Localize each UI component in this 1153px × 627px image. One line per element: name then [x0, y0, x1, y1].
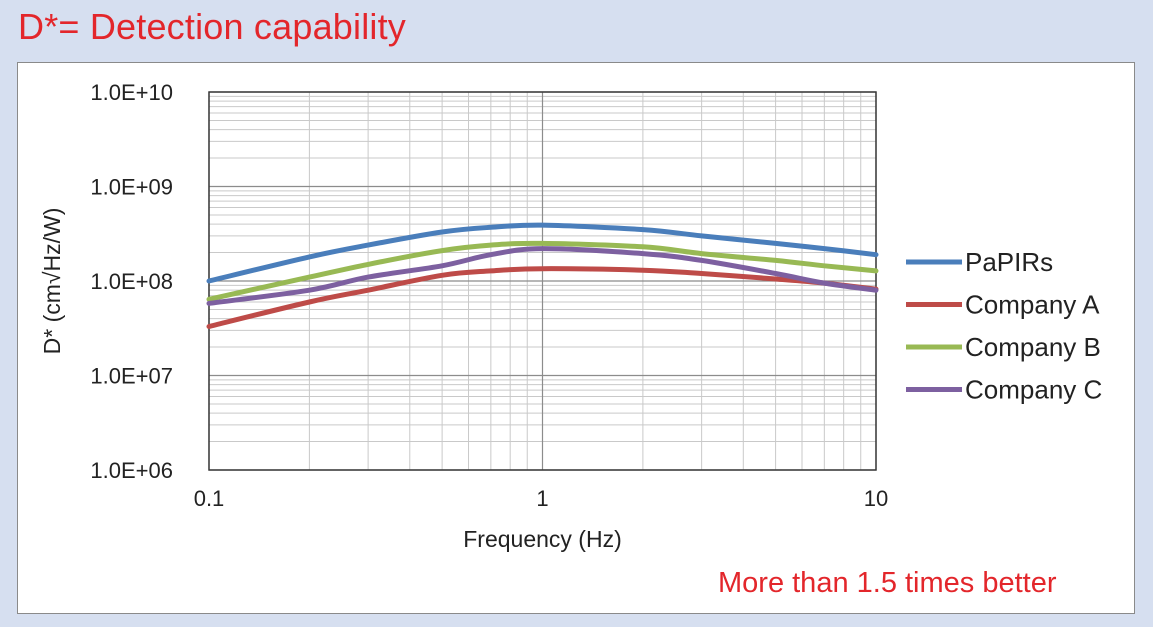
x-axis-label: Frequency (Hz) — [463, 526, 621, 552]
series-line-company-b — [206, 240, 879, 302]
y-tick-label: 1.0E+07 — [90, 364, 173, 389]
series-line-papirs — [206, 222, 879, 284]
x-tick-label: 10 — [864, 486, 888, 511]
legend: PaPIRs Company A Company B Company C — [906, 247, 1102, 405]
series-line-company-c — [206, 246, 879, 306]
series-line-company-a — [206, 266, 879, 329]
y-tick-label: 1.0E+09 — [90, 175, 173, 200]
legend-label: Company A — [965, 290, 1100, 320]
y-axis-label: D* (cm√Hz/W) — [39, 208, 65, 355]
y-tick-label: 1.0E+06 — [90, 458, 173, 483]
y-tick-label: 1.0E+10 — [90, 80, 173, 105]
x-tick-label: 1 — [536, 486, 548, 511]
legend-label: PaPIRs — [965, 247, 1053, 277]
y-tick-label: 1.0E+08 — [90, 269, 173, 294]
comparison-note: More than 1.5 times better — [718, 567, 1057, 599]
legend-label: Company B — [965, 332, 1101, 362]
chart-panel: 1.0E+06 1.0E+07 1.0E+08 1.0E+09 1.0E+10 0.1 1 1… — [17, 62, 1135, 614]
detection-capability-chart: 1.0E+06 1.0E+07 1.0E+08 1.0E+09 1.0E+10 0.1 1 1… — [39, 80, 1102, 552]
x-tick-label: 0.1 — [194, 486, 225, 511]
legend-label: Company C — [965, 375, 1102, 405]
grid-lines — [208, 91, 877, 471]
page-title: D*= Detection capability — [18, 6, 407, 47]
